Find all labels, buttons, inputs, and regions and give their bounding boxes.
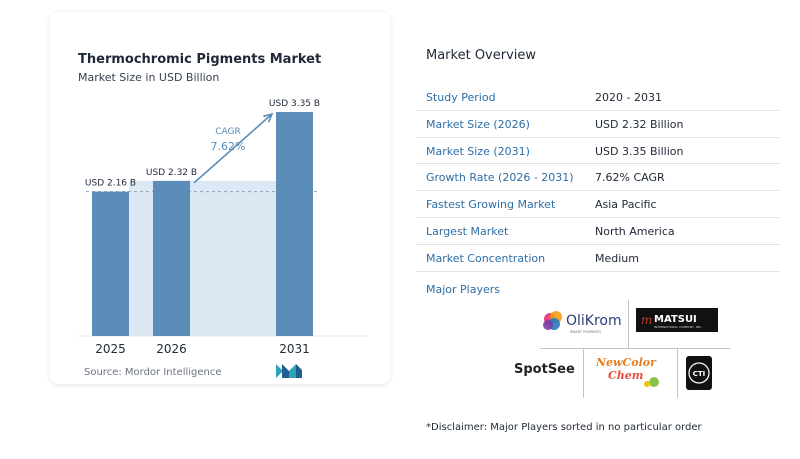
logo-divider [628, 300, 629, 348]
overview-row: Study Period 2020 - 2031 [416, 84, 780, 111]
svg-text:m: m [641, 313, 652, 327]
cagr-arrowhead [263, 112, 274, 123]
row-value: USD 3.35 Billion [595, 144, 684, 158]
cagr-value: 7.62% [211, 140, 246, 153]
overview-row: Market Size (2031) USD 3.35 Billion [416, 138, 780, 165]
player-logos: OliKrom SMART PIGMENTS m MATSUI INTERNAT… [510, 300, 730, 400]
overview-table: Study Period 2020 - 2031 Market Size (20… [416, 84, 780, 272]
spotsee-logo-icon: SpotSee [514, 362, 575, 377]
logo-divider [677, 348, 678, 398]
newcolor-chem-logo-icon: NewColor Chem [595, 356, 659, 387]
bar [92, 191, 129, 336]
players-title: Major Players [426, 283, 500, 296]
chart-title: Thermochromic Pigments Market [78, 52, 322, 67]
logo-divider [583, 348, 584, 398]
overview-row: Fastest Growing Market Asia Pacific [416, 191, 780, 218]
row-label: Study Period [426, 91, 496, 104]
bar-chart: USD 2.16 B 2025 USD 2.32 B 2026 USD 3.35 B 20… [78, 99, 368, 356]
row-label: Market Size (2031) [426, 144, 530, 158]
cagr-arrow [193, 113, 273, 184]
logo-divider [540, 348, 730, 349]
spotsee-name: SpotSee [514, 362, 575, 377]
row-label: Market Concentration [426, 251, 546, 265]
row-label: Market Size (2026) [426, 117, 530, 131]
x-tick-label: 2026 [156, 342, 187, 356]
shade-band [129, 180, 276, 336]
overview-title: Market Overview [426, 48, 537, 63]
x-tick-label: 2031 [279, 342, 310, 356]
overview-row: Largest Market North America [416, 218, 780, 245]
cagr-label: CAGR [215, 127, 241, 137]
olikrom-name: OliKrom [566, 313, 622, 329]
matsui-tagline: INTERNATIONAL COMPANY, INC. [654, 325, 702, 329]
row-value: 2020 - 2031 [595, 91, 662, 104]
row-value: 7.62% CAGR [595, 171, 665, 185]
data-label: USD 2.16 B [85, 179, 136, 189]
matsui-logo-icon: m MATSUI INTERNATIONAL COMPANY, INC. [636, 308, 718, 332]
row-value: USD 2.32 Billion [595, 117, 684, 131]
data-label: USD 3.35 B [269, 99, 320, 109]
x-tick-label: 2025 [95, 342, 126, 356]
row-value: Asia Pacific [595, 198, 657, 212]
disclaimer: *Disclaimer: Major Players sorted in no … [426, 422, 702, 433]
data-label: USD 2.32 B [146, 168, 197, 178]
overview-row: Market Concentration Medium [416, 245, 780, 272]
olikrom-tagline: SMART PIGMENTS [570, 330, 602, 334]
matsui-name: MATSUI [654, 314, 697, 325]
bar [276, 112, 313, 337]
cti-logo-icon: CTI [686, 356, 712, 390]
overview-row: Growth Rate (2026 - 2031) 7.62% CAGR [416, 164, 780, 192]
bar [153, 180, 190, 336]
source-text: Source: Mordor Intelligence [84, 367, 222, 378]
row-label: Fastest Growing Market [426, 198, 556, 212]
newcolor-line2: Chem [608, 369, 643, 382]
chart-card: Thermochromic Pigments Market Market Siz… [50, 12, 390, 384]
mordor-logo-icon [276, 364, 302, 378]
row-label: Growth Rate (2026 - 2031) [426, 171, 574, 185]
row-value: North America [595, 224, 675, 238]
newcolor-line1: NewColor [595, 356, 657, 369]
overview-row: Market Size (2026) USD 2.32 Billion [416, 111, 780, 138]
row-label: Largest Market [426, 224, 509, 238]
chart-subtitle: Market Size in USD Billion [78, 71, 220, 84]
row-value: Medium [595, 251, 639, 265]
cti-name: CTI [693, 370, 706, 378]
olikrom-logo-icon: OliKrom SMART PIGMENTS [543, 311, 622, 334]
